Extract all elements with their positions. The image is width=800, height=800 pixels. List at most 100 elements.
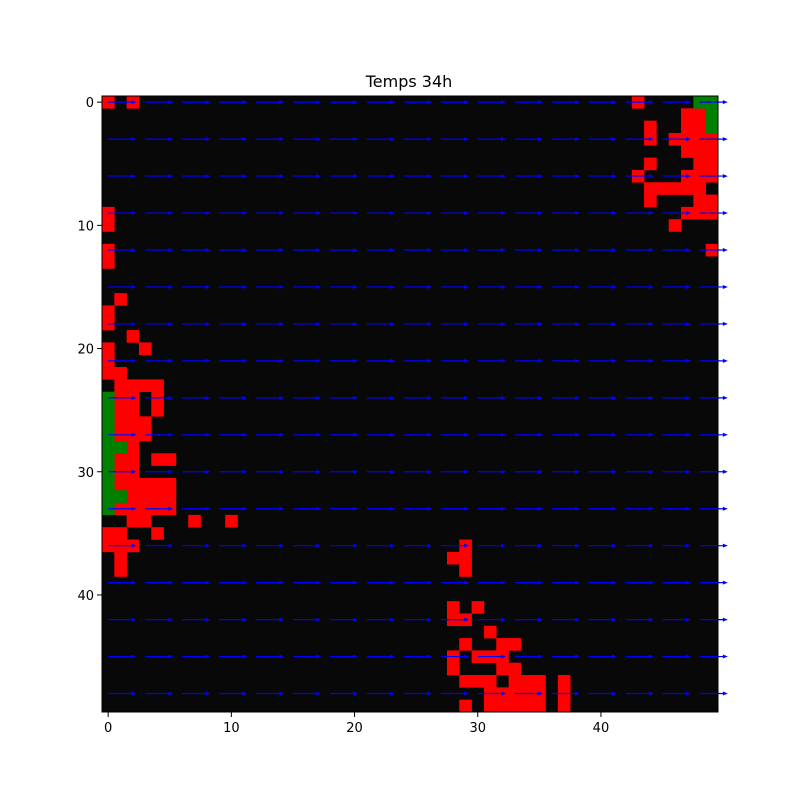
burning-cell [496,699,509,713]
wind-arrow [329,617,359,622]
wind-arrow-head [427,174,433,179]
burning-cell [644,194,657,208]
wind-arrow [292,543,322,548]
wind-arrow [292,691,322,696]
wind-arrow [440,100,470,105]
wind-arrow-head [390,358,396,363]
wind-arrow [551,284,581,289]
wind-arrow [329,469,359,474]
wind-arrow [699,654,728,659]
wind-arrow [182,654,211,659]
vegetation-cell [705,120,719,134]
wind-arrow [145,100,174,105]
wind-arrow [625,100,654,105]
wind-arrow-head [427,691,433,696]
wind-arrow-head [353,321,359,326]
wind-arrow [108,654,137,659]
wind-arrow-head [353,395,359,400]
wind-arrow [219,691,248,696]
wind-arrow [366,174,396,179]
wind-arrow-head [205,543,211,548]
wind-arrow [551,137,581,142]
wind-arrow-head [279,691,285,696]
wind-arrow [403,248,433,252]
wind-arrow [366,506,396,511]
wind-arrow-head [316,358,322,363]
wind-arrow [477,211,507,216]
wind-arrow-head [538,469,544,474]
wind-arrow [551,358,581,363]
wind-arrow [477,174,507,179]
wind-arrow-head [353,506,359,511]
wind-arrow [219,358,248,363]
wind-arrow-head [538,174,544,179]
wind-arrow [292,580,322,585]
wind-arrow-head [168,100,174,105]
wind-arrow-head [131,691,137,696]
burning-cell [102,342,115,356]
wind-arrow-head [168,654,174,659]
wind-arrow-head [168,211,174,216]
wind-arrow [477,691,507,696]
wind-arrow [329,580,359,585]
wind-arrow-head [685,580,691,585]
wind-arrow-head [316,543,322,548]
wind-arrow [366,248,396,252]
heatmap-background [102,96,718,712]
burning-cell [459,551,472,565]
burning-cell [557,675,571,688]
wind-arrow-head [501,100,507,105]
wind-arrow [477,100,507,105]
wind-arrow [440,248,470,252]
wind-arrow [108,469,137,474]
wind-arrow [145,248,174,252]
wind-arrow [366,580,396,585]
burning-cell [126,379,140,392]
wind-arrow-head [722,100,728,105]
wind-arrow-head [464,248,470,252]
wind-arrow-head [501,284,507,289]
wind-arrow [699,395,728,400]
wind-arrow-head [648,432,654,437]
burning-cell [151,490,164,503]
wind-arrow [219,543,248,548]
wind-arrow [662,174,691,179]
wind-arrow [366,432,396,437]
wind-arrow [403,617,433,622]
wind-arrow-head [279,211,285,216]
wind-arrow [219,211,248,216]
burning-cell [705,194,719,208]
wind-arrow [182,358,211,363]
wind-arrow [440,691,470,696]
wind-arrow-head [390,432,396,437]
wind-arrow [329,395,359,400]
wind-arrow-head [353,248,359,252]
wind-arrow-head [611,137,617,142]
wind-arrow-head [464,654,470,659]
wind-arrow-head [648,100,654,105]
burning-cell [138,379,152,392]
wind-arrow [182,469,211,474]
wind-arrow [440,137,470,142]
burning-cell [102,367,115,380]
wind-arrow-head [501,469,507,474]
burning-cell [693,120,706,134]
wind-arrow-head [279,469,285,474]
wind-arrow [588,358,617,363]
wind-arrow-head [316,395,322,400]
wind-arrow-head [464,358,470,363]
wind-arrow-head [353,617,359,622]
burning-cell [163,477,177,491]
wind-arrow-head [611,395,617,400]
wind-arrow-head [611,543,617,548]
wind-arrow [403,100,433,105]
wind-arrow [145,395,174,400]
wind-arrow-head [501,506,507,511]
vegetation-cell [705,108,719,121]
wind-arrow-head [464,174,470,179]
wind-arrow-head [279,358,285,363]
wind-arrow-head [722,543,728,548]
wind-arrow-head [390,691,396,696]
wind-arrow-head [279,506,285,511]
wind-arrow [477,654,507,659]
